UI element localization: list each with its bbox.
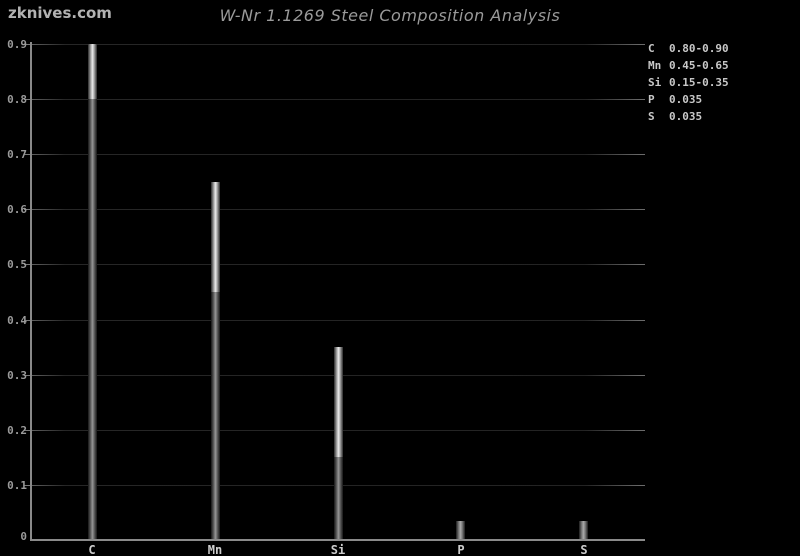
y-tick-label: 0.5	[7, 258, 27, 272]
y-tick-label: 0.2	[7, 423, 27, 437]
y-tick-label: 0.6	[7, 203, 27, 217]
y-tick-mark	[24, 44, 31, 45]
gridline	[31, 44, 645, 45]
gridline	[31, 209, 645, 211]
y-tick-label: 0.7	[7, 148, 27, 162]
legend-row-Si: Si 0.15-0.35	[648, 75, 729, 92]
y-tick-label: 0.4	[7, 313, 27, 327]
y-tick-mark	[24, 154, 31, 156]
y-tick-mark	[24, 484, 31, 486]
x-tick-label-Mn: Mn	[207, 543, 223, 556]
gridline	[31, 154, 645, 156]
x-tick-label-P: P	[457, 543, 465, 556]
y-tick-mark	[24, 429, 31, 431]
bar-range-C	[88, 44, 97, 100]
bar-base-Si	[334, 457, 343, 540]
y-tick-label: 0.3	[7, 368, 27, 382]
legend-symbol: C	[648, 42, 655, 55]
bar-range-Mn	[211, 181, 220, 292]
bar-base-Mn	[211, 292, 220, 540]
y-tick-label: 0	[20, 530, 27, 543]
legend-value: 0.80-0.90	[669, 42, 729, 55]
y-tick-mark	[24, 374, 31, 376]
legend-value: 0.15-0.35	[669, 76, 729, 89]
legend-row-S: S 0.035	[648, 109, 729, 126]
legend-row-Mn: Mn 0.45-0.65	[648, 58, 729, 75]
bar-range-Si	[334, 347, 343, 458]
x-tick-label-S: S	[580, 543, 588, 556]
y-tick-mark	[24, 319, 31, 321]
legend-symbol: Mn	[648, 59, 662, 72]
legend-symbol: P	[648, 93, 655, 106]
legend-row-C: C 0.80-0.90	[648, 41, 729, 58]
bar-S	[579, 520, 588, 540]
y-tick-mark	[24, 209, 31, 211]
y-tick-mark	[24, 99, 31, 101]
x-axis-line	[30, 539, 645, 541]
bar-P	[456, 520, 465, 540]
x-tick-label-C: C	[88, 543, 96, 556]
legend: C 0.80-0.90 Mn 0.45-0.65 Si 0.15-0.35 P 0.035 S 0…	[648, 41, 729, 126]
y-axis-line	[30, 42, 32, 540]
gridline	[31, 99, 645, 101]
y-tick-label: 0.1	[7, 478, 27, 492]
gridline	[31, 319, 645, 321]
y-tick-label: 0.9	[7, 38, 27, 51]
legend-value: 0.45-0.65	[669, 59, 729, 72]
legend-value: 0.035	[669, 110, 703, 123]
legend-symbol: Si	[648, 76, 662, 89]
legend-value: 0.035	[669, 93, 703, 106]
site-watermark: zknives.com	[8, 4, 112, 22]
x-tick-label-Si: Si	[330, 543, 346, 556]
legend-symbol: S	[648, 110, 655, 123]
gridline	[31, 264, 645, 266]
legend-row-P: P 0.035	[648, 92, 729, 109]
chart-title: W-Nr 1.1269 Steel Composition Analysis	[219, 6, 561, 25]
bar-base-C	[88, 99, 97, 540]
y-tick-label: 0.8	[7, 93, 27, 107]
y-tick-mark	[24, 264, 31, 266]
